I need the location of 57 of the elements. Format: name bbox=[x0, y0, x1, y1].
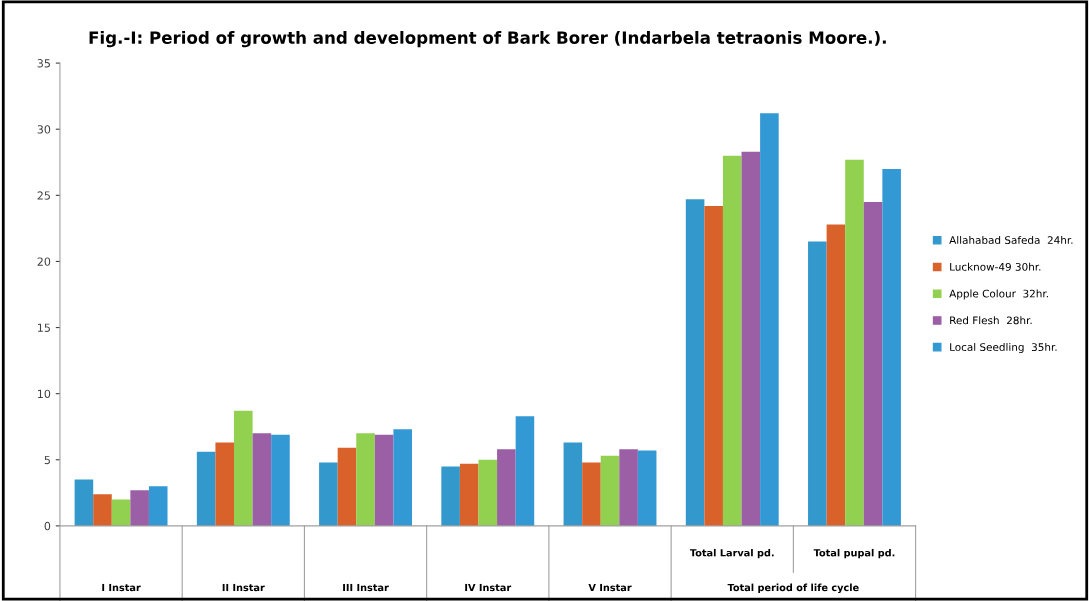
legend-label: Apple Colour 32hr. bbox=[949, 289, 1048, 300]
bar bbox=[882, 168, 901, 526]
x-tick-label: III Instar bbox=[343, 583, 389, 592]
bar bbox=[826, 224, 846, 526]
bar bbox=[845, 159, 864, 526]
bar bbox=[74, 479, 94, 526]
bar bbox=[319, 462, 338, 526]
bar bbox=[722, 155, 742, 526]
bar bbox=[271, 434, 290, 526]
x-tick-label: II Instar bbox=[222, 583, 265, 592]
y-tick-label: 25 bbox=[37, 191, 50, 200]
legend-label: Local Seedling 35hr. bbox=[950, 342, 1057, 354]
bar bbox=[582, 462, 601, 526]
bar bbox=[459, 463, 479, 526]
y-tick-label: 5 bbox=[44, 455, 50, 465]
bar bbox=[215, 442, 235, 526]
y-tick-label: 30 bbox=[37, 125, 51, 134]
y-tick-label: 15 bbox=[38, 323, 50, 332]
bar bbox=[760, 113, 779, 526]
legend-label: Allahabad Safeda 24hr. bbox=[949, 235, 1073, 245]
x-tick-label: I Instar bbox=[102, 583, 141, 592]
x-tick-label: IV Instar bbox=[465, 583, 512, 592]
x-tick-label: Total pupal pd. bbox=[813, 548, 895, 559]
x-tick-label: Total Larval pd. bbox=[689, 548, 774, 559]
legend-label: Lucknow-49 30hr. bbox=[950, 262, 1041, 271]
legend-label: Red Flesh 28hr. bbox=[950, 316, 1032, 325]
bar bbox=[863, 201, 883, 526]
bar bbox=[111, 499, 131, 526]
bar bbox=[808, 241, 827, 526]
bar bbox=[356, 433, 375, 526]
bar bbox=[196, 451, 216, 526]
y-tick-label: 10 bbox=[38, 389, 51, 399]
text: Total period of life cycle bbox=[727, 583, 859, 594]
bar bbox=[515, 416, 535, 526]
bar bbox=[393, 429, 412, 526]
bar bbox=[478, 459, 498, 526]
bar bbox=[337, 447, 357, 526]
bar bbox=[441, 466, 460, 526]
bar bbox=[497, 449, 516, 526]
chart-title: Fig.-I: Period of growth and development of Bark Borer (Indarbela tetraonis Moore.). bbox=[89, 31, 886, 48]
y-tick-label: 35 bbox=[37, 59, 50, 68]
x-tick-label: V Instar bbox=[588, 583, 632, 592]
bar bbox=[93, 494, 112, 526]
bar bbox=[130, 490, 149, 526]
bar bbox=[234, 410, 253, 526]
bar bbox=[252, 433, 272, 526]
bar bbox=[600, 455, 620, 526]
y-tick-label: 0 bbox=[44, 521, 51, 531]
bar bbox=[148, 486, 168, 526]
bar bbox=[741, 151, 761, 526]
bar bbox=[563, 442, 583, 526]
bar bbox=[374, 434, 394, 526]
bar bbox=[619, 449, 638, 526]
bar bbox=[704, 205, 723, 526]
bar bbox=[685, 199, 705, 526]
y-tick-label: 20 bbox=[37, 257, 51, 266]
bar bbox=[637, 450, 657, 526]
